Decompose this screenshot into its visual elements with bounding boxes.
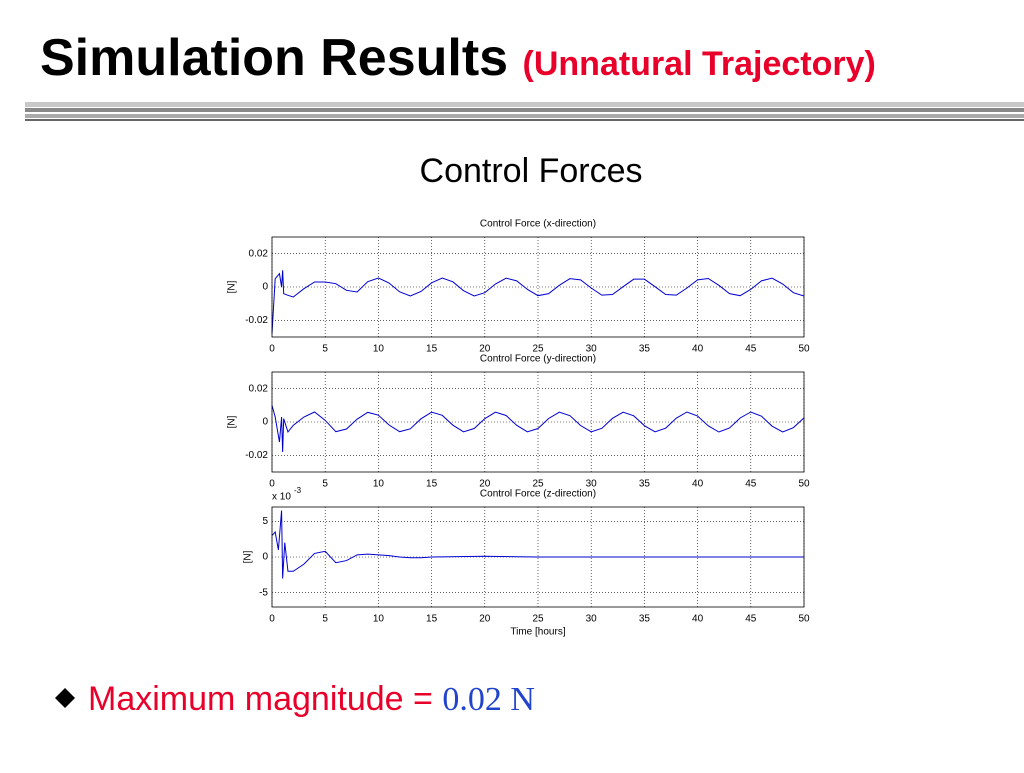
x-tick-label: 45	[745, 479, 757, 490]
x-tick-label: 45	[745, 344, 757, 355]
rule	[25, 102, 1024, 107]
x-tick-label: 15	[426, 614, 438, 625]
x-tick-label: 30	[586, 614, 598, 625]
x-tick-label: 5	[322, 614, 328, 625]
x-tick-label: 30	[586, 479, 598, 490]
rule	[25, 114, 1024, 118]
x-tick-label: 10	[373, 614, 385, 625]
y-axis-label: [N]	[227, 280, 238, 293]
y-tick-label: 0	[262, 552, 268, 563]
y-tick-label: -0.02	[245, 315, 268, 326]
x-tick-label: 15	[426, 344, 438, 355]
y-tick-label: 0	[262, 282, 268, 293]
y-axis-label: [N]	[243, 550, 254, 563]
chart-title: Control Force (y-direction)	[480, 354, 596, 365]
x-tick-label: 50	[798, 344, 810, 355]
x-tick-label: 35	[639, 344, 651, 355]
plot-frame	[271, 506, 805, 608]
heading: Control Forces	[420, 152, 643, 190]
slide-title: Simulation Results (Unnatural Trajectory…	[40, 29, 876, 87]
plot-area	[272, 372, 804, 472]
y-axis-label: [N]	[227, 415, 238, 428]
y-tick-label: -5	[259, 587, 268, 598]
x-axis-label: Time [hours]	[510, 627, 565, 638]
title: Simulation Results	[40, 29, 508, 87]
chart-title: Control Force (z-direction)	[480, 489, 596, 500]
x-tick-label: 10	[373, 344, 385, 355]
x-tick-label: 20	[479, 479, 491, 490]
x-tick-label: 25	[532, 614, 544, 625]
x-tick-label: 5	[322, 344, 328, 355]
x-tick-label: 50	[798, 479, 810, 490]
x-tick-label: 15	[426, 479, 438, 490]
bullet-icon	[55, 688, 75, 708]
data-line	[271, 510, 804, 579]
x-tick-label: 40	[692, 344, 704, 355]
x-tick-label: 35	[639, 614, 651, 625]
data-line	[271, 270, 805, 334]
x-tick-label: 20	[479, 344, 491, 355]
x-tick-label: 25	[532, 344, 544, 355]
x-tick-label: 0	[269, 479, 275, 490]
x-tick-label: 5	[322, 479, 328, 490]
bullet-text: Maximum magnitude =	[88, 680, 433, 718]
x-tick-label: 0	[269, 344, 275, 355]
plot-area	[272, 237, 804, 337]
plot-frame	[271, 371, 805, 473]
x-tick-label: 45	[745, 614, 757, 625]
y-tick-label: 0.02	[249, 383, 269, 394]
subtitle: (Unnatural Trajectory)	[523, 45, 876, 83]
bullet-value: 0.02 N	[442, 681, 535, 718]
y-tick-label: 0	[262, 417, 268, 428]
data-line	[271, 405, 805, 453]
y-tick-label: 5	[262, 516, 268, 527]
rule	[25, 108, 1024, 112]
x-tick-label: 25	[532, 479, 544, 490]
rule	[25, 119, 1024, 121]
x-tick-label: 50	[798, 614, 810, 625]
x-tick-label: 40	[692, 614, 704, 625]
axis-multiplier-exponent: -3	[294, 486, 302, 495]
y-tick-label: -0.02	[245, 450, 268, 461]
x-tick-label: 35	[639, 479, 651, 490]
axis-multiplier: x 10	[272, 492, 291, 503]
bullet: Maximum magnitude = 0.02 N	[88, 680, 535, 718]
x-tick-label: 40	[692, 479, 704, 490]
plot-frame	[271, 236, 805, 338]
x-tick-label: 30	[586, 344, 598, 355]
x-tick-label: 10	[373, 479, 385, 490]
x-tick-label: 0	[269, 614, 275, 625]
x-tick-label: 20	[479, 614, 491, 625]
chart-title: Control Force (x-direction)	[480, 219, 596, 230]
y-tick-label: 0.02	[249, 248, 269, 259]
